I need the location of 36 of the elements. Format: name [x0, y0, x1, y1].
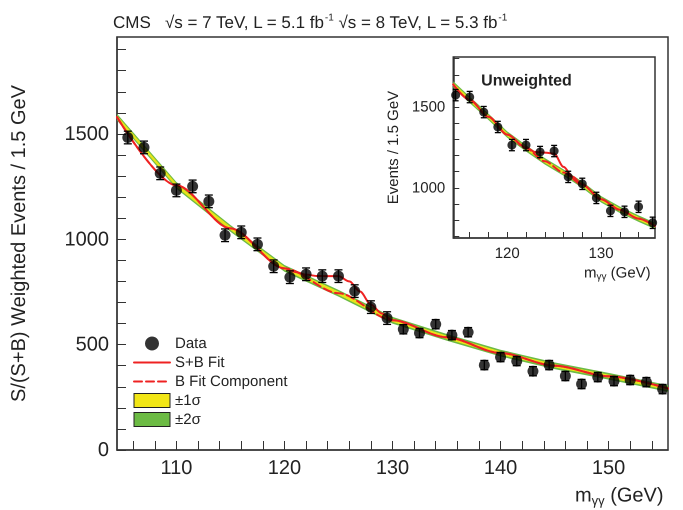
- point: [634, 202, 644, 212]
- y-tick-label: 1500: [64, 122, 109, 145]
- point: [648, 218, 658, 228]
- legend-label: Data: [175, 335, 208, 352]
- annotation: Unweighted: [481, 72, 572, 90]
- legend-label: ±2σ: [175, 411, 202, 428]
- y-tick-label: 1500: [412, 98, 446, 116]
- point: [536, 148, 545, 157]
- point: [521, 140, 530, 150]
- x-tick-label: 140: [484, 457, 518, 479]
- point: [592, 193, 601, 202]
- legend-label: ±1σ: [175, 392, 202, 409]
- point: [606, 206, 615, 216]
- point: [620, 207, 630, 216]
- y-tick-label: 0: [98, 439, 109, 461]
- point: [493, 122, 502, 132]
- legend-label: B Fit Component: [175, 373, 288, 390]
- y-axis-title: Events / 1.5 GeV: [385, 90, 402, 204]
- y-tick-label: 1000: [412, 179, 446, 196]
- x-tick-label: 130: [588, 245, 614, 262]
- x-tick-label: 120: [268, 457, 302, 479]
- x-tick-label: 150: [592, 457, 626, 479]
- x-tick-label: 110: [160, 457, 192, 479]
- point: [507, 140, 516, 150]
- point: [550, 146, 559, 156]
- point: [479, 108, 488, 117]
- point: [451, 90, 460, 100]
- y-axis-title: S/(S+B) Weighted Events / 1.5 GeV: [8, 84, 30, 402]
- point: [465, 92, 474, 102]
- point: [564, 172, 573, 182]
- x-tick-label: 130: [376, 457, 410, 479]
- x-tick-label: 120: [494, 245, 520, 262]
- point: [578, 179, 587, 188]
- y-tick-label: 1000: [64, 228, 109, 250]
- legend-label: S+B Fit: [175, 354, 226, 371]
- y-tick-label: 500: [76, 334, 109, 356]
